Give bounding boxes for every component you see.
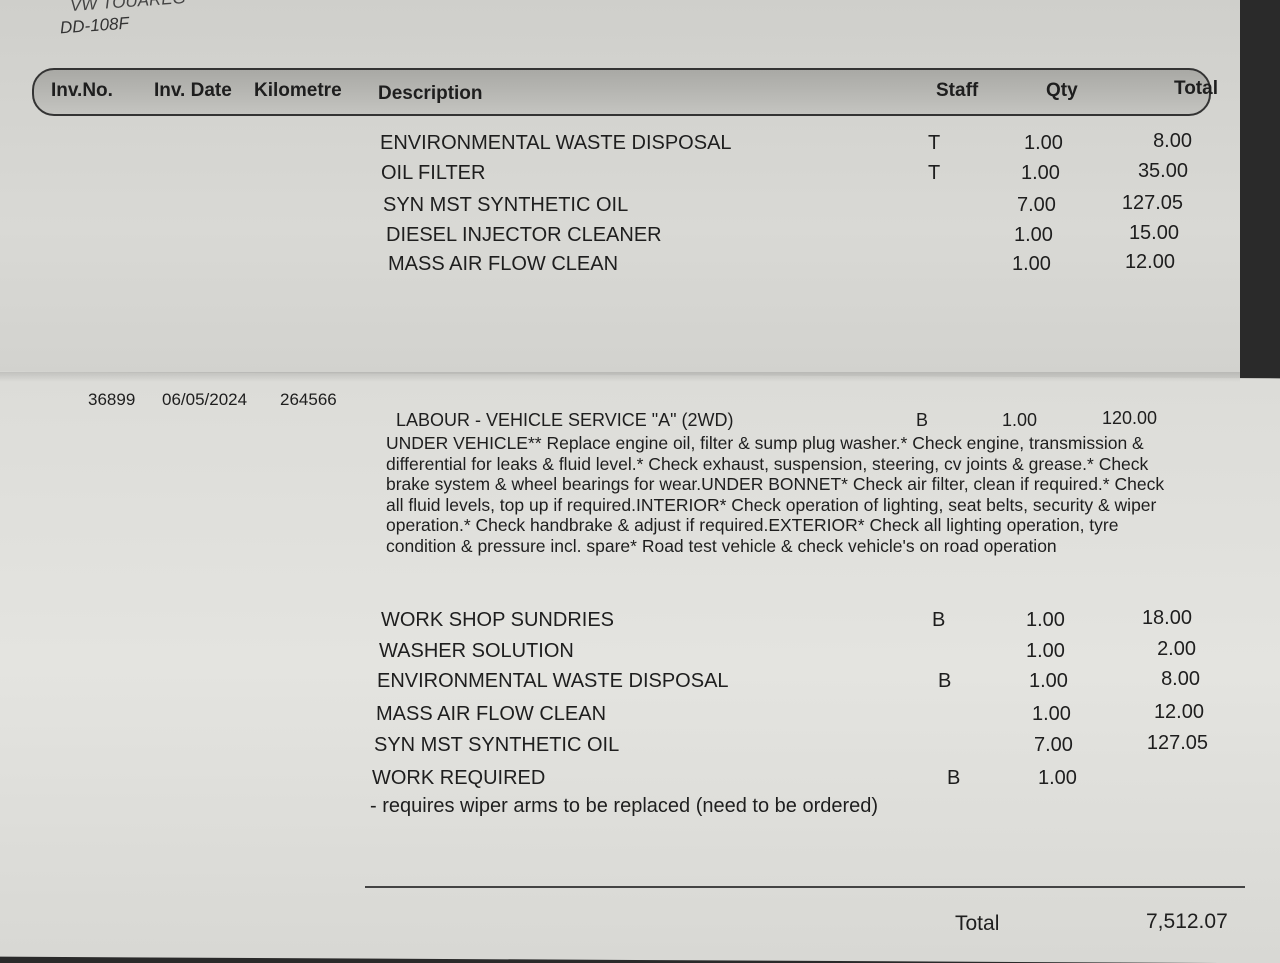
col-inv-no: Inv.No. [51, 80, 113, 101]
item-qty: 7.00 [1017, 194, 1056, 216]
labour-staff: B [916, 410, 929, 430]
col-inv-date: Inv. Date [154, 80, 232, 101]
item-description: SYN MST SYNTHETIC OIL [383, 194, 629, 216]
item-total: 12.00 [1153, 701, 1204, 723]
paper-fold [0, 372, 1240, 382]
item-total: 8.00 [1161, 668, 1200, 690]
item-qty: 1.00 [1026, 640, 1065, 662]
item-description: OIL FILTER [381, 162, 486, 184]
labour-details: UNDER VEHICLE** Replace engine oil, filt… [386, 433, 1165, 556]
item-description: SYN MST SYNTHETIC OIL [374, 734, 620, 756]
item-description: MASS AIR FLOW CLEAN [388, 253, 619, 275]
item-total: 2.00 [1157, 638, 1196, 660]
item-total: 127.05 [1146, 732, 1208, 754]
item-staff: B [932, 609, 946, 631]
item-staff: B [938, 670, 952, 692]
item-total: 35.00 [1137, 160, 1188, 182]
labour-qty: 1.00 [1002, 410, 1038, 430]
item-staff: T [928, 132, 941, 154]
item-qty: 1.00 [1026, 609, 1065, 631]
col-qty: Qty [1046, 80, 1078, 101]
item-total: 18.00 [1141, 607, 1192, 629]
labour-description: LABOUR - VEHICLE SERVICE "A" (2WD) [396, 410, 734, 430]
item-total: 12.00 [1124, 251, 1175, 273]
invoice-date: 06/05/2024 [162, 390, 248, 409]
item-qty: 1.00 [1029, 670, 1068, 692]
work-required-note: - requires wiper arms to be replaced (ne… [370, 795, 879, 817]
total-divider [365, 886, 1245, 888]
col-description: Description [378, 83, 483, 104]
total-label: Total [955, 912, 1000, 935]
column-header-band: Inv.No. Inv. Date Kilometre Description … [32, 68, 1218, 116]
item-qty: 7.00 [1034, 734, 1073, 756]
item-staff: T [928, 162, 941, 184]
col-total: Total [1174, 78, 1218, 99]
item-qty: 1.00 [1021, 162, 1060, 184]
item-qty: 1.00 [1014, 224, 1053, 246]
item-description: WORK REQUIRED [372, 767, 546, 789]
item-total: 127.05 [1121, 192, 1183, 214]
invoice-number: 36899 [88, 390, 136, 409]
item-qty: 1.00 [1012, 253, 1051, 275]
item-total: 15.00 [1128, 222, 1179, 244]
item-description: WORK SHOP SUNDRIES [381, 609, 614, 631]
labour-total: 120.00 [1102, 408, 1158, 428]
item-description: MASS AIR FLOW CLEAN [376, 703, 607, 725]
item-description: WASHER SOLUTION [379, 640, 574, 662]
invoice-kilometre: 264566 [280, 390, 337, 409]
item-description: ENVIRONMENTAL WASTE DISPOSAL [377, 670, 729, 692]
total-value: 7,512.07 [1146, 910, 1228, 933]
paper-upper [0, 0, 1240, 380]
item-staff: B [947, 767, 961, 789]
col-staff: Staff [936, 80, 979, 101]
item-description: DIESEL INJECTOR CLEANER [386, 224, 662, 246]
item-qty: 1.00 [1024, 132, 1063, 154]
item-total: 8.00 [1153, 130, 1192, 152]
col-kilometre: Kilometre [254, 80, 342, 101]
item-qty: 1.00 [1032, 703, 1071, 725]
item-qty: 1.00 [1038, 767, 1077, 789]
item-description: ENVIRONMENTAL WASTE DISPOSAL [380, 132, 732, 154]
